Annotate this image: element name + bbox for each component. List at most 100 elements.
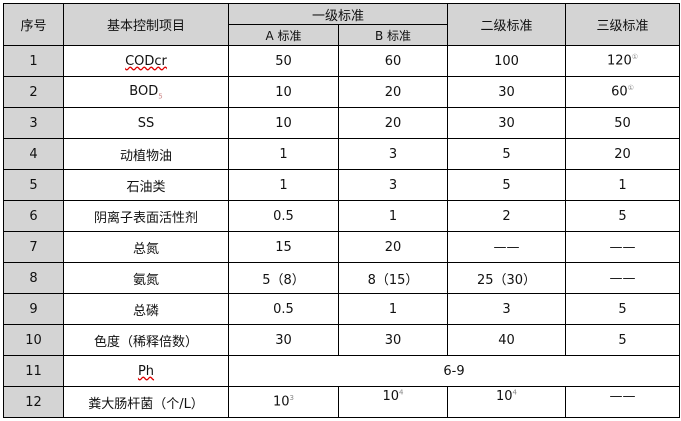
cell-a: 5（8） xyxy=(228,262,339,294)
exponent: 4 xyxy=(512,388,518,397)
cell-a: 15 xyxy=(228,231,339,263)
value: 10 xyxy=(496,388,513,404)
cell-b: 60 xyxy=(337,45,449,77)
header-level2: 二级标准 xyxy=(447,3,567,46)
cell-b: 30 xyxy=(337,324,449,356)
value: —— xyxy=(609,388,636,404)
cell-l2: 40 xyxy=(447,324,567,356)
row-item: CODcr xyxy=(63,45,229,77)
cell-l3: 20 xyxy=(565,138,681,170)
cell-merged: 6-9 xyxy=(227,355,681,387)
row-no: 7 xyxy=(3,231,64,263)
row-item: 色度（稀释倍数） xyxy=(63,324,229,356)
cell-a: 10 xyxy=(228,76,339,108)
cell-b: 8（15） xyxy=(337,262,449,294)
cell-a: 30 xyxy=(228,324,339,356)
cell-b: 3 xyxy=(337,169,449,201)
cell-a: 1 xyxy=(228,169,339,201)
cell-l3: 5 xyxy=(565,324,681,356)
cell-b: 3 xyxy=(337,138,449,170)
header-b: B 标准 xyxy=(337,24,449,46)
table-row: 5 石油类 1 3 5 1 xyxy=(3,169,681,201)
row-no: 4 xyxy=(3,138,64,170)
value: 10 xyxy=(272,394,290,410)
table-row: 1 CODcr 50 60 100 120① xyxy=(3,45,681,77)
cell-l2: 100 xyxy=(447,45,567,77)
cell-l3: —— xyxy=(565,262,681,294)
row-item: 氨氮 xyxy=(63,262,229,294)
table-row: 4 动植物油 1 3 5 20 xyxy=(3,138,681,170)
value: 60 xyxy=(611,84,628,100)
table-row: 7 总氮 15 20 —— —— xyxy=(3,231,681,263)
header-item: 基本控制项目 xyxy=(63,3,229,46)
cell-l3: 5 xyxy=(565,293,681,325)
value: 10 xyxy=(382,388,400,404)
cell-l2: 3 xyxy=(447,293,567,325)
row-item: BOD5 xyxy=(63,76,229,108)
row-item: 总氮 xyxy=(63,231,229,263)
cell-l2: 2 xyxy=(447,200,567,232)
table-row: 6 阴离子表面活性剂 0.5 1 2 5 xyxy=(3,200,681,232)
row-no: 12 xyxy=(3,386,64,418)
cell-l3: —— xyxy=(565,231,681,263)
item-text: Ph xyxy=(137,363,155,379)
cell-l2: 30 xyxy=(447,107,567,139)
subscript: 5 xyxy=(158,92,163,101)
header-a: A 标准 xyxy=(228,24,339,46)
table-row: 8 氨氮 5（8） 8（15） 25（30） —— xyxy=(3,262,681,294)
row-no: 6 xyxy=(3,200,64,232)
row-item: 动植物油 xyxy=(63,138,229,170)
cell-l3: 60① xyxy=(565,76,681,108)
row-no: 2 xyxy=(3,76,64,108)
table-row: 12 粪大肠杆菌（个/L） 103 104 104 —— xyxy=(3,386,681,418)
cell-l2: 25（30） xyxy=(447,262,567,294)
cell-l2: 104 xyxy=(447,386,567,418)
item-text: BOD xyxy=(129,83,159,99)
exponent: 3 xyxy=(289,394,294,403)
cell-b: 20 xyxy=(337,107,449,139)
cell-l3: 120① xyxy=(565,45,681,77)
cell-a: 1 xyxy=(228,138,339,170)
row-item: Ph xyxy=(63,355,229,387)
header-level3: 三级标准 xyxy=(565,3,681,46)
row-no: 9 xyxy=(3,293,64,325)
row-item: SS xyxy=(63,107,229,139)
cell-b: 20 xyxy=(337,231,449,263)
cell-a: 103 xyxy=(228,386,339,418)
header-no: 序号 xyxy=(3,3,64,46)
row-item: 总磷 xyxy=(63,293,229,325)
footnote-mark: ① xyxy=(627,84,634,93)
row-no: 8 xyxy=(3,262,64,294)
cell-b: 1 xyxy=(337,293,449,325)
row-item: 石油类 xyxy=(63,169,229,201)
table-row: 2 BOD5 10 20 30 60① xyxy=(3,76,681,108)
cell-a: 0.5 xyxy=(228,200,339,232)
row-no: 3 xyxy=(3,107,64,139)
exponent: 4 xyxy=(399,388,404,397)
row-no: 10 xyxy=(3,324,64,356)
value: 120 xyxy=(606,53,632,69)
cell-b: 1 xyxy=(337,200,449,232)
cell-l3: 1 xyxy=(565,169,681,201)
cell-l2: 30 xyxy=(447,76,567,108)
row-item: 粪大肠杆菌（个/L） xyxy=(63,386,229,418)
cell-l3: —— xyxy=(565,386,681,418)
cell-a: 10 xyxy=(228,107,339,139)
standards-table: 序号 基本控制项目 一级标准 二级标准 三级标准 A 标准 B 标准 1 CODc… xyxy=(3,3,681,418)
row-no: 1 xyxy=(3,45,64,77)
cell-l2: 5 xyxy=(447,169,567,201)
cell-l2: —— xyxy=(447,231,567,263)
footnote-mark: ① xyxy=(631,53,639,62)
cell-l3: 5 xyxy=(565,200,681,232)
cell-l3: 50 xyxy=(565,107,681,139)
cell-l2: 5 xyxy=(447,138,567,170)
table-row: 10 色度（稀释倍数） 30 30 40 5 xyxy=(3,324,681,356)
item-text: CODcr xyxy=(125,53,167,69)
cell-b: 104 xyxy=(337,386,449,418)
cell-a: 50 xyxy=(228,45,339,77)
row-no: 11 xyxy=(3,355,64,387)
header-level1: 一级标准 xyxy=(227,3,449,25)
table-row: 9 总磷 0.5 1 3 5 xyxy=(3,293,681,325)
table-row: 11 Ph 6-9 xyxy=(3,355,681,387)
cell-b: 20 xyxy=(337,76,449,108)
